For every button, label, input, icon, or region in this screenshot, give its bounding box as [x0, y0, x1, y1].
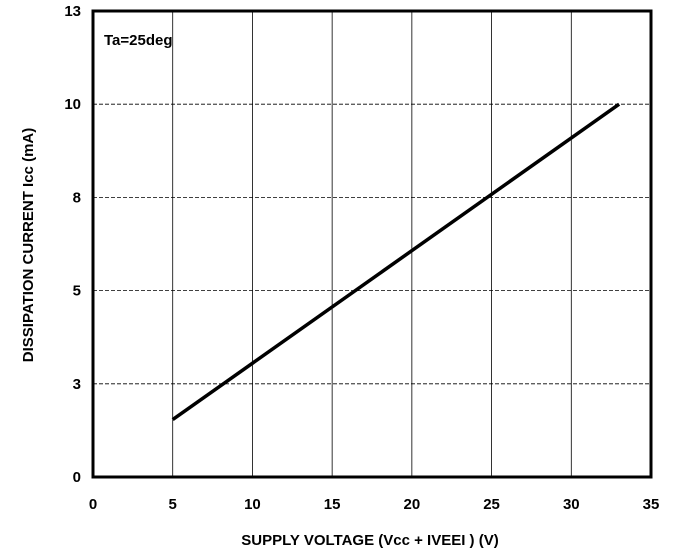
series-layer [171, 102, 621, 422]
x-tick-label-2: 10 [244, 496, 261, 513]
y-tick-label-2: 5 [73, 283, 81, 300]
y-tick-label-0: 0 [73, 469, 81, 486]
y-tick-label-5: 13 [64, 3, 81, 20]
series-line-0 [171, 102, 621, 422]
annotation-temperature: Ta=25deg [104, 32, 173, 49]
x-tick-label-0: 0 [89, 496, 97, 513]
x-axis-title: SUPPLY VOLTAGE (Vcc + IVEEI ) (V) [241, 532, 498, 549]
y-axis-title: DISSIPATION CURRENT Icc (mA) [20, 128, 37, 362]
y-tick-label-4: 10 [64, 96, 81, 113]
y-tick-labels: 0 3 5 8 10 13 [64, 3, 81, 486]
x-tick-label-1: 5 [169, 496, 177, 513]
grid [93, 11, 651, 477]
x-tick-label-3: 15 [324, 496, 341, 513]
y-tick-label-3: 8 [73, 189, 81, 206]
x-tick-labels: 0 5 10 15 20 25 30 35 [89, 496, 660, 513]
plot-frame [91, 9, 653, 479]
x-tick-label-4: 20 [404, 496, 421, 513]
x-tick-label-7: 35 [643, 496, 660, 513]
x-tick-label-5: 25 [483, 496, 500, 513]
y-tick-label-1: 3 [73, 376, 81, 393]
x-tick-label-6: 30 [563, 496, 580, 513]
